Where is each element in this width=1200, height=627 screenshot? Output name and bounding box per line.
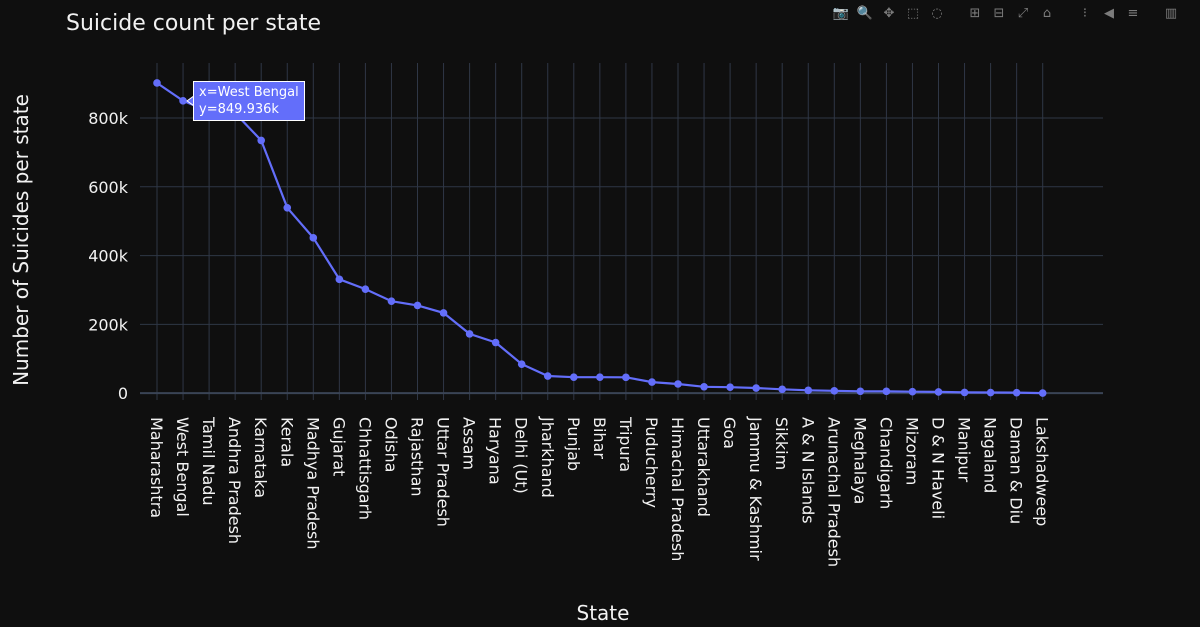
data-point[interactable] bbox=[491, 338, 500, 347]
x-tick-label: Jharkhand bbox=[538, 416, 557, 498]
x-tick-label: Punjab bbox=[564, 417, 583, 471]
data-point[interactable] bbox=[179, 97, 187, 105]
x-tick-label: Daman & Diu bbox=[1007, 417, 1026, 524]
data-point[interactable] bbox=[543, 372, 552, 380]
data-point[interactable] bbox=[309, 234, 318, 242]
plotly-logo-icon[interactable]: ▥ bbox=[1164, 5, 1178, 21]
x-tick-label: Tamil Nadu bbox=[199, 416, 218, 506]
x-tick-label: Manipur bbox=[955, 417, 974, 482]
x-tick-label: Gujarat bbox=[329, 417, 348, 476]
y-axis-title: Number of Suicides per state bbox=[9, 94, 33, 386]
data-point[interactable] bbox=[387, 297, 396, 306]
x-tick-label: Arunachal Pradesh bbox=[824, 417, 843, 567]
hover-tooltip: x=West Bengal y=849.936k bbox=[193, 80, 305, 121]
x-tick-label: Chhattisgarh bbox=[355, 417, 374, 520]
x-tick-label: Madhya Pradesh bbox=[303, 417, 322, 550]
data-point[interactable] bbox=[830, 387, 839, 395]
x-tick-label: Goa bbox=[720, 417, 739, 449]
x-tick-label: Maharashtra bbox=[147, 417, 166, 518]
data-point[interactable] bbox=[257, 136, 266, 145]
x-tick-label: Lakshadweep bbox=[1033, 417, 1052, 526]
box-select-icon[interactable]: ⬚ bbox=[906, 5, 920, 21]
lasso-select-icon[interactable]: ◌ bbox=[931, 5, 943, 21]
data-point[interactable] bbox=[1012, 388, 1021, 397]
data-point[interactable] bbox=[439, 309, 448, 317]
data-point[interactable] bbox=[856, 387, 865, 396]
x-tick-label: Assam bbox=[460, 417, 479, 470]
y-tick-label: 200k bbox=[88, 315, 129, 334]
y-tick-label: 400k bbox=[88, 247, 129, 266]
pan-icon[interactable]: ✥ bbox=[883, 5, 895, 21]
x-tick-label: Nagaland bbox=[981, 417, 1000, 493]
y-axis-ticks: 0 200k 400k 600k 800k bbox=[88, 109, 129, 403]
data-point[interactable] bbox=[726, 383, 734, 391]
data-point[interactable] bbox=[960, 388, 969, 397]
x-tick-label: West Bengal bbox=[173, 417, 192, 517]
data-point[interactable] bbox=[413, 301, 422, 310]
x-tick-label: Karnataka bbox=[251, 417, 270, 498]
x-tick-label: Sikkim bbox=[772, 417, 791, 470]
data-point[interactable] bbox=[986, 388, 995, 397]
data-point[interactable] bbox=[778, 385, 786, 394]
x-tick-label: Rajasthan bbox=[408, 417, 427, 497]
hover-closest-icon[interactable]: ◀ bbox=[1104, 5, 1114, 21]
x-tick-label: Delhi (Ut) bbox=[512, 417, 531, 494]
x-tick-label: Bihar bbox=[590, 417, 609, 459]
x-tick-label: Uttarakhand bbox=[694, 417, 713, 517]
x-axis-title: State bbox=[577, 601, 630, 625]
x-tick-label: Kerala bbox=[277, 417, 296, 467]
chart-title: Suicide count per state bbox=[66, 11, 322, 36]
reset-axes-icon[interactable]: ⌂ bbox=[1042, 5, 1052, 21]
tooltip-y: y=849.936k bbox=[199, 101, 279, 117]
data-point[interactable] bbox=[622, 373, 630, 382]
data-point[interactable] bbox=[804, 386, 813, 395]
zoom-out-icon[interactable]: ⊟ bbox=[993, 5, 1005, 21]
y-tick-label: 0 bbox=[118, 384, 128, 403]
x-tick-label: D & N Haveli bbox=[929, 417, 948, 519]
x-tick-label: A & N Islands bbox=[798, 417, 817, 524]
data-point[interactable] bbox=[335, 275, 344, 284]
data-point[interactable] bbox=[752, 384, 760, 392]
y-tick-label: 800k bbox=[88, 109, 129, 128]
spike-lines-icon[interactable]: ⁝ bbox=[1082, 5, 1088, 21]
x-tick-label: Tripura bbox=[616, 416, 635, 472]
x-tick-label: Mizoram bbox=[902, 417, 921, 485]
x-tick-label: Uttar Pradesh bbox=[434, 417, 453, 527]
x-axis-ticks: Maharashtra West Bengal Tamil Nadu Andhra P… bbox=[147, 416, 1052, 567]
data-point[interactable] bbox=[596, 373, 604, 382]
x-tick-label: Himachal Pradesh bbox=[668, 417, 687, 561]
data-point[interactable] bbox=[361, 285, 370, 293]
data-point[interactable] bbox=[700, 382, 708, 391]
x-tick-label: Jammu & Kashmir bbox=[746, 416, 765, 561]
y-tick-label: 600k bbox=[88, 178, 129, 197]
data-point[interactable] bbox=[648, 378, 656, 386]
hover-compare-icon[interactable]: ≡ bbox=[1127, 5, 1139, 21]
data-point[interactable] bbox=[153, 79, 161, 87]
x-tick-label: Haryana bbox=[486, 417, 505, 485]
data-point[interactable] bbox=[674, 380, 682, 388]
data-point[interactable] bbox=[934, 388, 943, 396]
x-tick-label: Odisha bbox=[381, 417, 400, 472]
data-point[interactable] bbox=[1038, 389, 1047, 397]
x-tick-label: Meghalaya bbox=[850, 417, 869, 504]
x-tick-label: Chandigarh bbox=[876, 417, 895, 509]
data-point[interactable] bbox=[283, 203, 292, 212]
zoom-in-icon[interactable]: ⊞ bbox=[969, 5, 981, 21]
x-tick-label: Puducherry bbox=[642, 417, 661, 508]
autoscale-icon[interactable]: ⤢ bbox=[1017, 5, 1029, 21]
zoom-icon[interactable]: 🔍 bbox=[856, 5, 874, 21]
data-point[interactable] bbox=[570, 373, 578, 381]
camera-icon[interactable]: 📷 bbox=[832, 5, 850, 21]
modebar: 📷 🔍 ✥ ⬚ ◌ ⊞ ⊟ ⤢ ⌂ ⁝ ◀ ≡ ▥ bbox=[830, 2, 1182, 24]
data-point[interactable] bbox=[882, 387, 891, 396]
data-point[interactable] bbox=[517, 360, 526, 368]
data-point[interactable] bbox=[465, 330, 474, 338]
x-tick-label: Andhra Pradesh bbox=[225, 417, 244, 544]
data-point[interactable] bbox=[908, 387, 917, 396]
tooltip-x: x=West Bengal bbox=[199, 84, 299, 100]
grid bbox=[140, 63, 1103, 400]
